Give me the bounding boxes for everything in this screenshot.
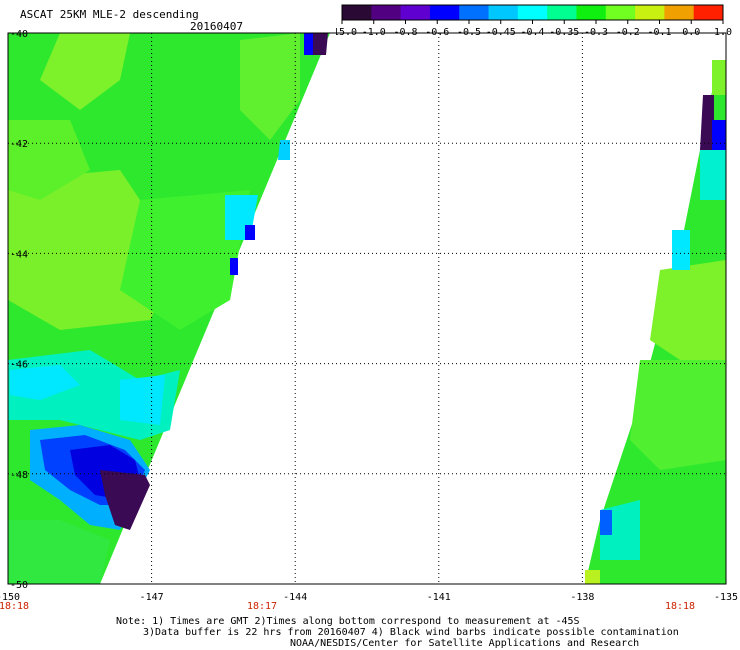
time-label: 18:18 [665,601,695,612]
colorbar-swatch [605,5,636,20]
time-label: 18:17 [247,601,277,612]
colorbar-swatch [459,5,490,20]
note-line-3: NOAA/NESDIS/Center for Satellite Applica… [290,638,640,649]
product-title: ASCAT 25KM MLE-2 descending [20,8,199,21]
lat-label: -48 [10,470,28,481]
lat-label: -42 [10,139,28,150]
lat-label: -46 [10,360,28,371]
lon-label: -147 [140,592,164,603]
colorbar-swatch [664,5,695,20]
lat-label: -50 [10,580,28,591]
time-label: 18:18 [0,601,29,612]
lat-label: -40 [10,29,28,40]
note-line-2: 3)Data buffer is 22 hrs from 20160407 4)… [143,627,679,638]
lon-label: -135 [714,592,738,603]
colorbar-swatch [576,5,607,20]
colorbar-swatch [547,5,577,20]
lon-label: -141 [427,592,451,603]
colorbar-swatch [635,5,665,20]
colorbar-swatch [488,5,519,20]
lon-label: -138 [570,592,594,603]
colorbar-swatch [517,5,548,20]
right-swath [585,60,726,584]
colorbar-swatch [342,5,372,20]
left-swath [8,33,330,584]
colorbar-swatch [400,5,431,20]
lat-label: -44 [10,249,28,260]
colorbar-swatch [693,5,724,20]
colorbar-swatch [371,5,402,20]
lon-label: -144 [283,592,307,603]
note-line-1: Note: 1) Times are GMT 2)Times along bot… [116,616,580,627]
colorbar-swatch [429,5,460,20]
lon-label: -150 [0,592,20,603]
product-date: 20160407 [190,20,243,33]
